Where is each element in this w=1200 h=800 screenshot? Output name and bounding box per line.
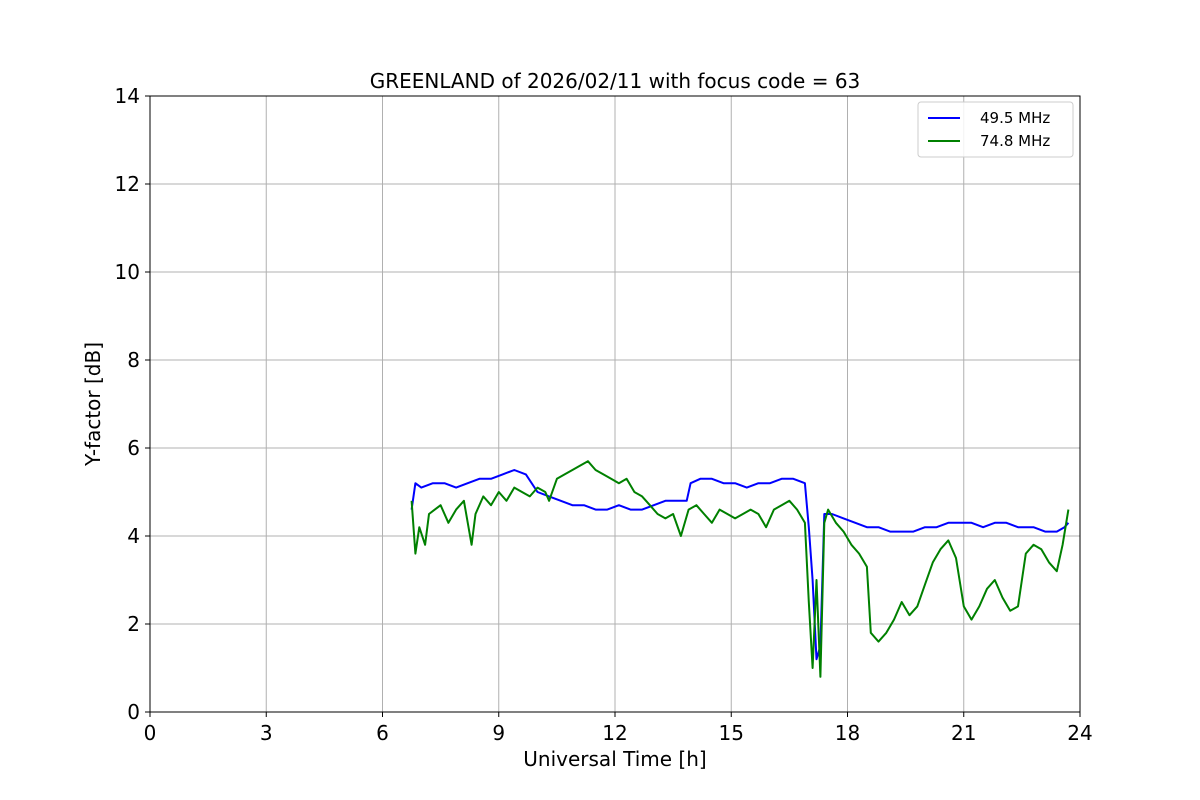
y-axis: 0 2 4 6 8 10 12 14 — [115, 84, 150, 724]
y-tick-label: 4 — [127, 524, 140, 548]
legend-box — [917, 101, 1074, 158]
x-tick-label: 9 — [492, 721, 505, 745]
series-line-49-5-mhz — [410, 469, 1070, 661]
series-line-74-8-mhz — [410, 460, 1070, 678]
x-tick-label: 3 — [260, 721, 273, 745]
legend-label-49-5-mhz: 49.5 MHz — [980, 109, 1050, 127]
y-tick-label: 8 — [127, 348, 140, 372]
x-tick-label: 15 — [719, 721, 744, 745]
y-tick-label: 2 — [127, 612, 140, 636]
x-tick-label: 12 — [602, 721, 627, 745]
y-tick-label: 0 — [127, 700, 140, 724]
y-tick-label: 10 — [115, 260, 140, 284]
legend-label-74-8-mhz: 74.8 MHz — [980, 132, 1050, 150]
x-tick-label: 18 — [835, 721, 860, 745]
x-axis: 0 3 6 9 12 15 18 21 24 — [144, 712, 1093, 745]
x-tick-label: 21 — [951, 721, 976, 745]
x-tick-label: 0 — [144, 721, 157, 745]
y-axis-title: Y-factor [dB] — [81, 342, 105, 467]
y-tick-label: 12 — [115, 172, 140, 196]
series-layer — [410, 460, 1070, 678]
grid — [149, 95, 1081, 713]
chart-title: GREENLAND of 2026/02/11 with focus code … — [370, 69, 861, 93]
x-axis-title: Universal Time [h] — [523, 747, 706, 771]
x-tick-label: 24 — [1067, 721, 1092, 745]
y-tick-label: 6 — [127, 436, 140, 460]
y-tick-label: 14 — [115, 84, 140, 108]
legend: 49.5 MHz 74.8 MHz — [917, 101, 1074, 158]
x-tick-label: 6 — [376, 721, 389, 745]
